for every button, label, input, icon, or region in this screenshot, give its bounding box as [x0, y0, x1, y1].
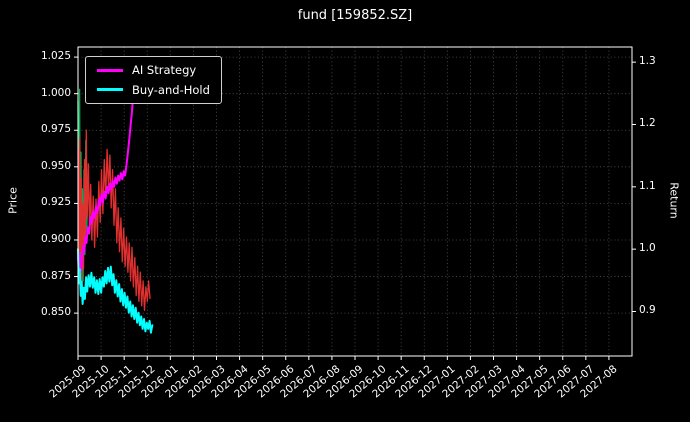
price-tick-label: 0.900	[40, 232, 71, 245]
return-tick-label: 1.0	[639, 242, 656, 255]
right-axis-label: Return	[667, 182, 681, 219]
return-tick-label: 0.9	[639, 304, 656, 317]
return-tick-label: 1.3	[639, 55, 656, 68]
series-line-AI Strategy	[77, 98, 134, 272]
price-tick-label: 1.025	[40, 50, 71, 63]
legend-label-buy-and-hold: Buy-and-Hold	[132, 82, 210, 97]
legend-item-buy-and-hold: Buy-and-Hold	[97, 82, 210, 97]
chart-title: fund [159852.SZ]	[297, 8, 413, 23]
price-tick-label: 1.000	[40, 86, 71, 99]
return-tick-label: 1.1	[639, 179, 656, 192]
price-tick-label: 0.875	[40, 269, 71, 282]
price-tick-label: 0.975	[40, 123, 71, 136]
price-tick-label: 0.950	[40, 159, 71, 172]
series-line-Buy-and-Hold	[77, 248, 154, 334]
buy-and-hold-line-swatch	[97, 88, 123, 92]
ai-strategy-line-swatch	[97, 68, 123, 72]
price-tick-label: 0.850	[40, 306, 71, 319]
left-axis-label: Price	[6, 187, 20, 214]
series-line-fund-price-red-segments	[77, 129, 151, 311]
price-tick-label: 0.925	[40, 196, 71, 209]
legend-label-ai-strategy: AI Strategy	[132, 63, 197, 77]
legend: AI Strategy Buy-and-Hold	[85, 56, 222, 105]
return-tick-label: 1.2	[639, 117, 656, 130]
legend-item-ai-strategy: AI Strategy	[97, 64, 210, 77]
